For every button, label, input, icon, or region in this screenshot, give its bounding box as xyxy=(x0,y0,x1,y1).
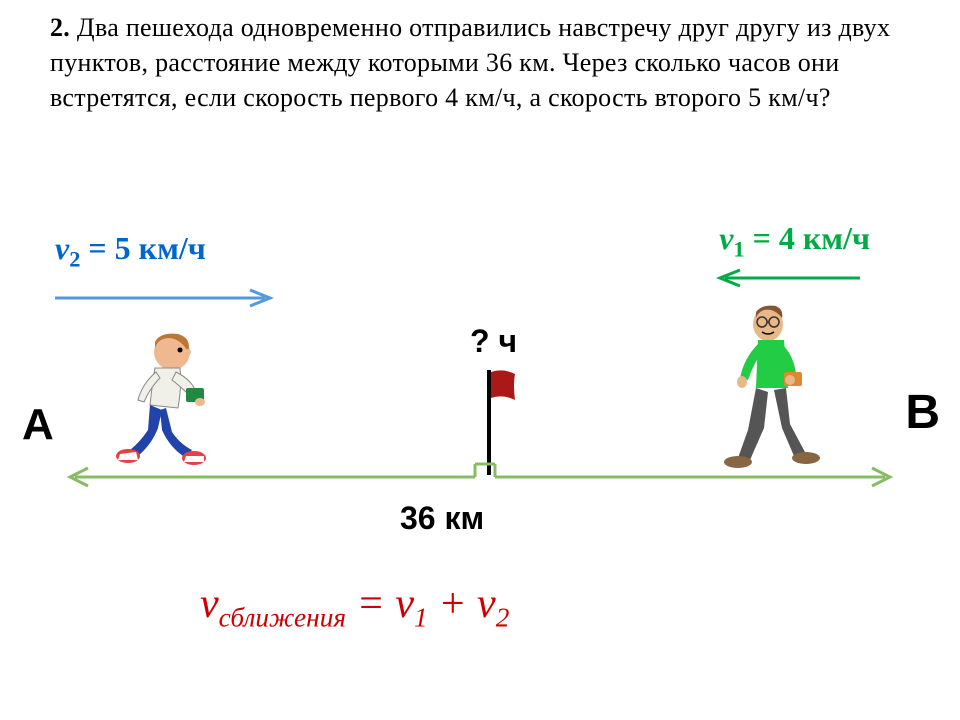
pedestrian-right-icon xyxy=(720,300,830,470)
arrow-right-icon xyxy=(55,288,280,308)
problem-number: 2. xyxy=(50,13,70,42)
arrow-left-icon xyxy=(710,268,860,288)
distance-line-icon xyxy=(60,462,900,492)
velocity-v2-label: v2 = 5 км/ч xyxy=(55,230,206,272)
point-b-label: В xyxy=(905,385,940,440)
formula: vсближения = v1 + v2 xyxy=(200,580,509,633)
point-a-label: А xyxy=(22,400,54,450)
pedestrian-left-icon xyxy=(100,330,220,470)
distance-label: 36 км xyxy=(400,500,484,537)
problem-text: 2. Два пешехода одновременно отправились… xyxy=(0,0,960,115)
problem-body: Два пешехода одновременно отправились на… xyxy=(50,13,890,112)
flag-icon xyxy=(465,330,515,475)
velocity-v1-label: v1 = 4 км/ч xyxy=(719,220,870,262)
